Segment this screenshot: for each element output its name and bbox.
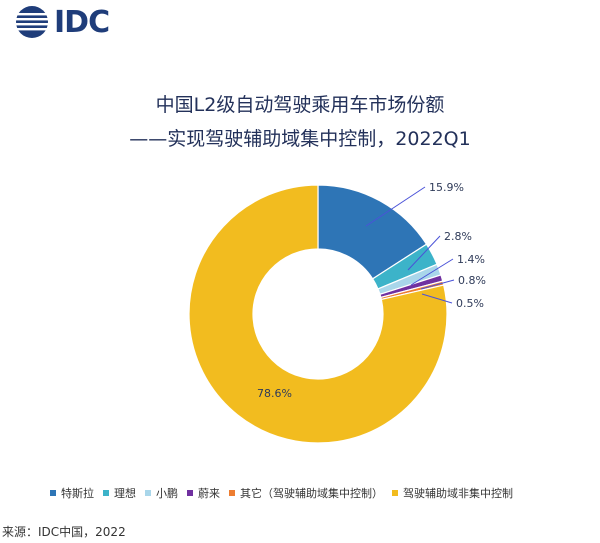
idc-logo: IDC: [14, 4, 110, 40]
legend-label: 驾驶辅助域非集中控制: [403, 487, 513, 500]
leader-line: [407, 235, 441, 271]
legend-swatch: [50, 490, 56, 496]
donut-chart: 15.9% 2.8% 1.4% 0.8% 0.5% 78.6%: [188, 181, 486, 444]
legend-swatch: [103, 490, 109, 496]
leader-line: [365, 186, 426, 227]
leader-line: [420, 279, 455, 290]
legend-label: 理想: [114, 487, 136, 500]
chart-subtitle: ——实现驾驶辅助域集中控制，2022Q1: [129, 128, 471, 150]
legend-item: 其它（驾驶辅助域集中控制）: [229, 485, 383, 501]
source-note: 来源：IDC中国，2022: [2, 525, 126, 539]
leader-line: [410, 258, 454, 286]
data-label: 0.5%: [456, 297, 484, 310]
legend-swatch: [187, 490, 193, 496]
legend-item: 理想: [103, 485, 136, 501]
legend-item: 小鹏: [145, 485, 178, 501]
donut-slice: [188, 184, 448, 444]
chart-legend: 特斯拉 理想 小鹏 蔚来 其它（驾驶辅助域集中控制） 驾驶辅助域非集中控制: [50, 485, 522, 501]
logo-text: IDC: [54, 4, 110, 40]
data-label: 15.9%: [429, 181, 464, 194]
legend-swatch: [229, 490, 235, 496]
data-label: 1.4%: [457, 253, 485, 266]
data-label: 78.6%: [257, 387, 292, 400]
data-label: 0.8%: [458, 274, 486, 287]
legend-item: 驾驶辅助域非集中控制: [392, 485, 513, 501]
legend-item: 蔚来: [187, 485, 220, 501]
legend-label: 蔚来: [198, 487, 220, 500]
data-label: 2.8%: [444, 230, 472, 243]
leader-line: [421, 293, 453, 304]
legend-swatch: [145, 490, 151, 496]
legend-label: 小鹏: [156, 487, 178, 500]
chart-title: 中国L2级自动驾驶乘用车市场份额: [155, 94, 445, 116]
globe-icon: [16, 6, 48, 38]
legend-label: 其它（驾驶辅助域集中控制）: [240, 487, 383, 500]
legend-swatch: [392, 490, 398, 496]
legend-label: 特斯拉: [61, 487, 94, 500]
legend-item: 特斯拉: [50, 485, 94, 501]
